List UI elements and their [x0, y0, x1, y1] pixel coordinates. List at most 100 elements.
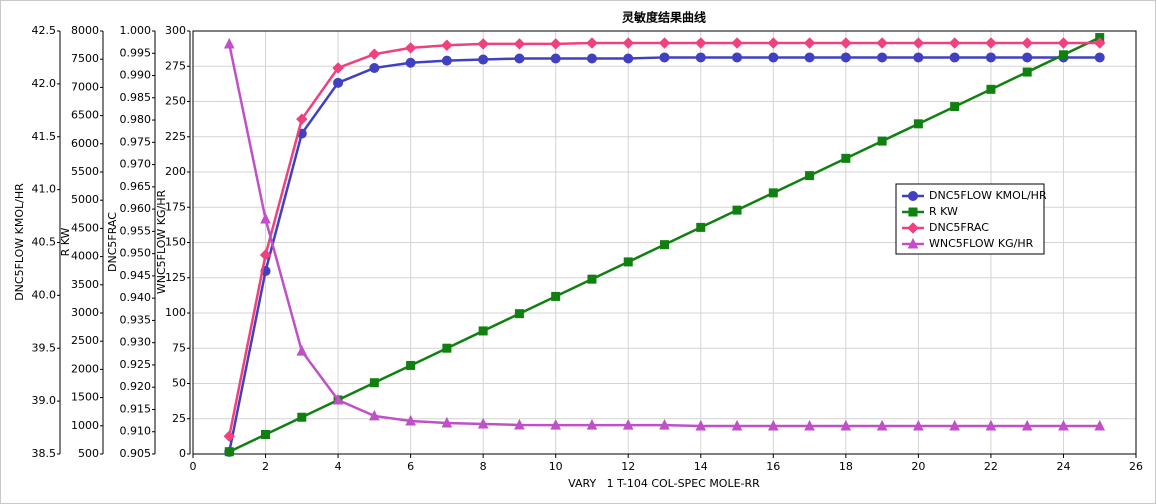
- marker: [840, 419, 852, 431]
- y-tick-label: 0.910: [120, 425, 152, 438]
- marker: [985, 419, 997, 431]
- y-tick-label: 5000: [71, 193, 99, 206]
- y-tick-label: 38.5: [32, 447, 57, 460]
- y-tick-label: 7500: [71, 52, 99, 65]
- marker: [478, 326, 488, 336]
- marker: [223, 37, 235, 49]
- marker: [908, 191, 918, 201]
- marker: [907, 222, 919, 234]
- y-tick-label: 0.985: [120, 91, 152, 104]
- marker: [477, 38, 489, 50]
- legend: DNC5FLOW KMOL/HR R KW DNC5FRAC WNC5FLOW KG/…: [895, 183, 1047, 255]
- marker: [441, 416, 453, 428]
- marker: [622, 37, 634, 49]
- marker: [369, 63, 380, 74]
- y-tick-label: 125: [165, 271, 186, 284]
- x-tick-label: 4: [335, 460, 342, 473]
- marker: [332, 62, 344, 74]
- marker: [261, 429, 271, 439]
- y-tick-label: 39.0: [32, 394, 57, 407]
- marker: [767, 419, 779, 431]
- y-tick-label: 42.0: [32, 77, 57, 90]
- marker: [985, 37, 997, 49]
- marker: [912, 37, 925, 49]
- y-tick-label: 200: [165, 165, 186, 178]
- y-tick-label: 25: [172, 412, 186, 425]
- marker: [514, 309, 524, 319]
- marker: [695, 419, 707, 431]
- y-tick-label: 0.925: [120, 358, 152, 371]
- x-tick-label: 6: [407, 460, 414, 473]
- marker: [369, 409, 380, 421]
- y-tick-label: 0.970: [120, 158, 152, 171]
- marker: [1022, 52, 1033, 63]
- marker: [441, 55, 452, 66]
- marker: [658, 37, 671, 49]
- marker: [1094, 52, 1105, 63]
- y-tick-label: 41.0: [32, 183, 57, 196]
- marker: [949, 52, 960, 63]
- y-tick-label: 0.935: [120, 313, 152, 326]
- legend-label: DNC5FRAC: [929, 221, 989, 234]
- y-tick-label: 0.995: [120, 46, 152, 59]
- chart-title: 灵敏度结果曲线: [622, 10, 706, 25]
- y-tick-label: 150: [165, 236, 186, 249]
- y-tick-label: 100: [165, 306, 186, 319]
- marker: [1021, 419, 1033, 431]
- marker: [368, 48, 381, 60]
- marker: [1021, 37, 1033, 49]
- marker: [948, 37, 961, 49]
- marker: [1022, 67, 1032, 77]
- y-tick-label: 0.920: [120, 380, 152, 393]
- y-tick-label: 0.965: [120, 180, 152, 193]
- marker: [405, 57, 416, 68]
- marker: [804, 419, 815, 431]
- marker: [441, 39, 453, 51]
- y-tick-label: 0.955: [120, 224, 152, 237]
- y-tick-label: 3000: [71, 306, 99, 319]
- y-tick-label: 0.960: [120, 202, 152, 215]
- marker: [404, 42, 417, 54]
- marker: [731, 419, 743, 431]
- y-axis-title: WNC5FLOW KG/HR: [155, 190, 168, 295]
- y-tick-label: 250: [165, 95, 186, 108]
- y-tick-label: 175: [165, 200, 186, 213]
- marker: [731, 37, 743, 49]
- x-tick-label: 2: [262, 460, 269, 473]
- y-tick-label: 0.905: [120, 447, 152, 460]
- y-tick-label: 40.0: [32, 288, 57, 301]
- marker: [623, 53, 634, 64]
- y-tick-label: 0.915: [120, 402, 152, 415]
- x-tick-label: 20: [911, 460, 925, 473]
- marker: [405, 414, 416, 426]
- marker: [406, 360, 416, 370]
- y-tick-label: 41.5: [32, 130, 57, 143]
- marker: [877, 136, 887, 146]
- marker: [332, 393, 344, 405]
- y-tick-label: 0.940: [120, 291, 152, 304]
- y-tick-label: 4000: [71, 250, 99, 263]
- y-tick-label: 0.975: [120, 135, 152, 148]
- marker: [805, 171, 815, 181]
- marker: [732, 52, 743, 63]
- marker: [908, 207, 918, 217]
- y-tick-label: 75: [172, 341, 186, 354]
- y-tick-label: 50: [172, 377, 186, 390]
- y-tick-label: 0.990: [120, 69, 152, 82]
- marker: [586, 37, 598, 49]
- marker: [1057, 37, 1070, 49]
- marker: [949, 419, 960, 431]
- y-tick-label: 1.000: [120, 24, 152, 37]
- legend-label: WNC5FLOW KG/HR: [929, 237, 1034, 250]
- marker: [1058, 50, 1068, 60]
- y-tick-label: 0.980: [120, 113, 152, 126]
- marker: [876, 37, 888, 49]
- marker: [513, 38, 526, 50]
- marker: [1094, 37, 1106, 49]
- marker: [260, 212, 271, 224]
- y-tick-label: 300: [165, 24, 186, 37]
- y-tick-label: 0.950: [120, 247, 152, 260]
- marker: [550, 53, 561, 64]
- legend-label: DNC5FLOW KMOL/HR: [929, 189, 1047, 202]
